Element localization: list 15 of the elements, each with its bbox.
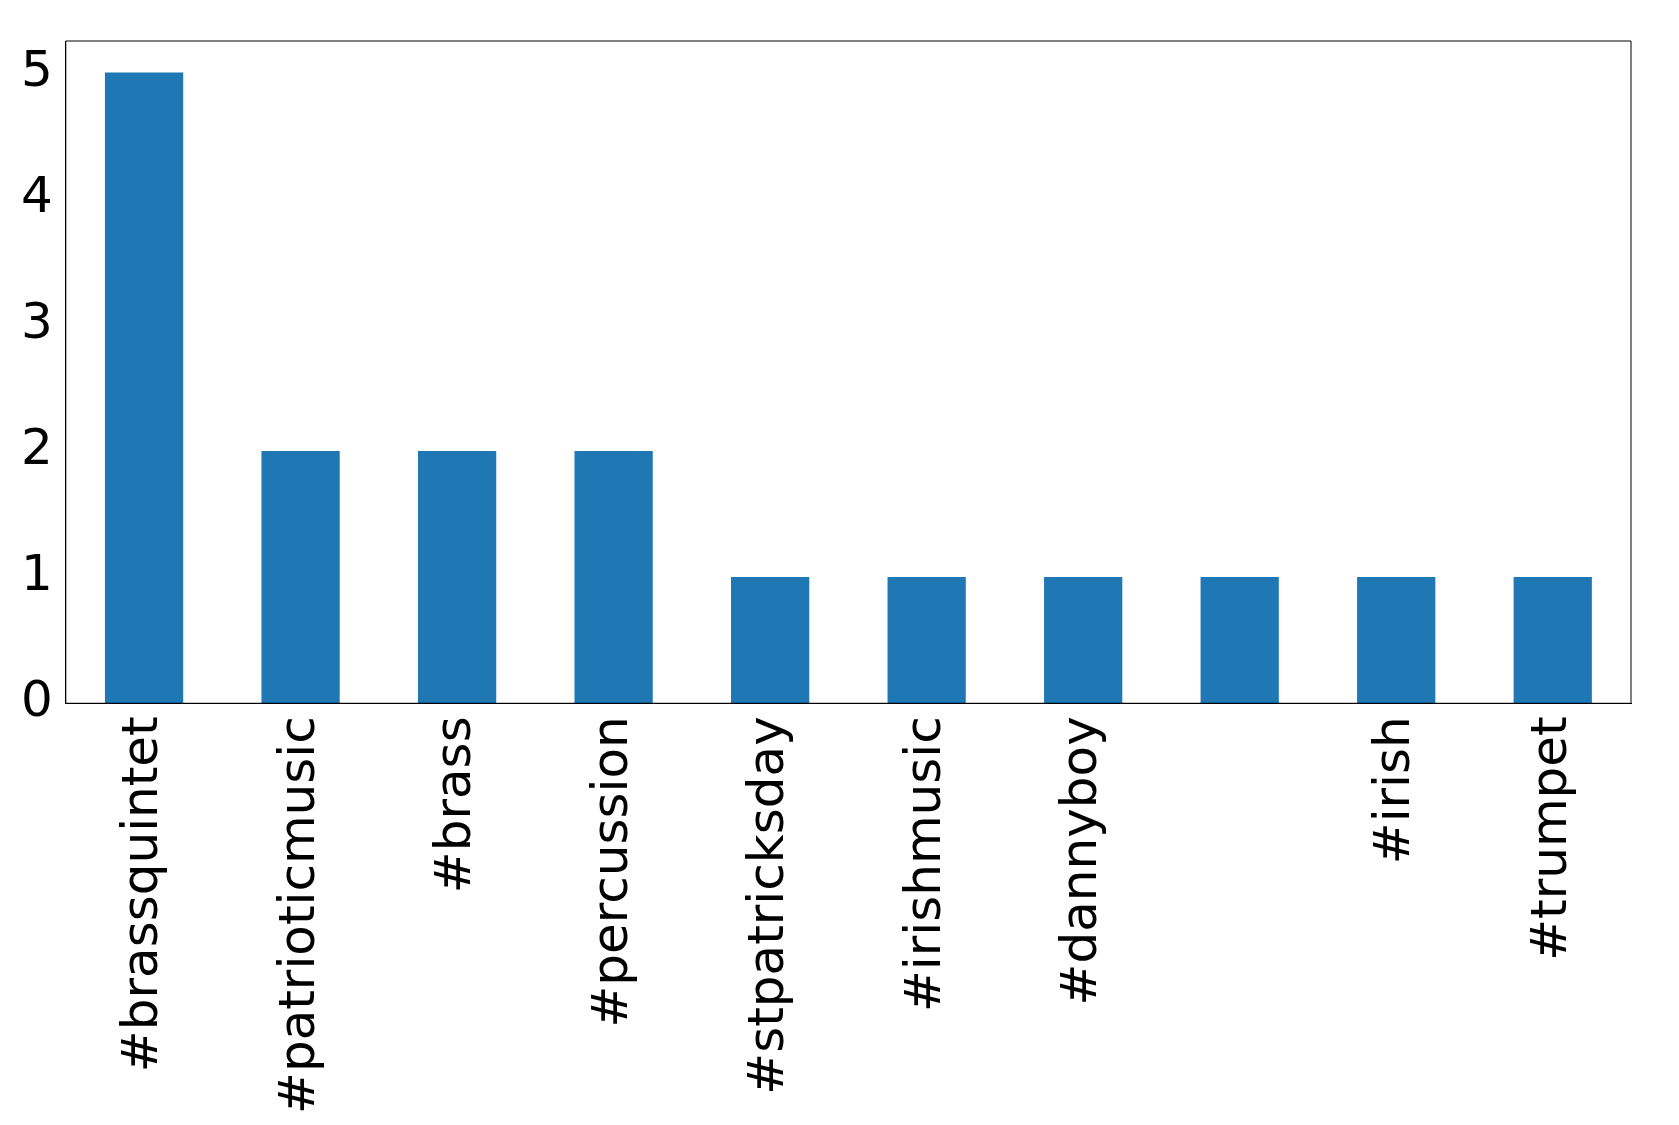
y-tick-label: 3: [21, 291, 53, 350]
y-tick-label: 4: [21, 165, 53, 224]
y-tick-label: 5: [21, 39, 53, 98]
x-tick-label: #stpatricksday: [737, 716, 796, 1095]
x-tick-label: #trumpet: [1519, 716, 1578, 961]
x-tick-label: #patrioticmusic: [267, 716, 326, 1114]
x-tick-label: #irishmusic: [893, 716, 952, 1013]
x-tick-label: #brassquintet: [111, 716, 170, 1073]
y-tick-label: 2: [21, 417, 53, 476]
y-tick-label: 0: [21, 670, 53, 729]
x-tick-label: #dannyboy: [1050, 716, 1109, 1006]
x-tick-label: #irish: [1363, 716, 1422, 865]
x-tick-label: #percussion: [580, 716, 639, 1028]
x-tick-label: #brass: [424, 716, 483, 894]
y-tick-label: 1: [21, 544, 53, 603]
